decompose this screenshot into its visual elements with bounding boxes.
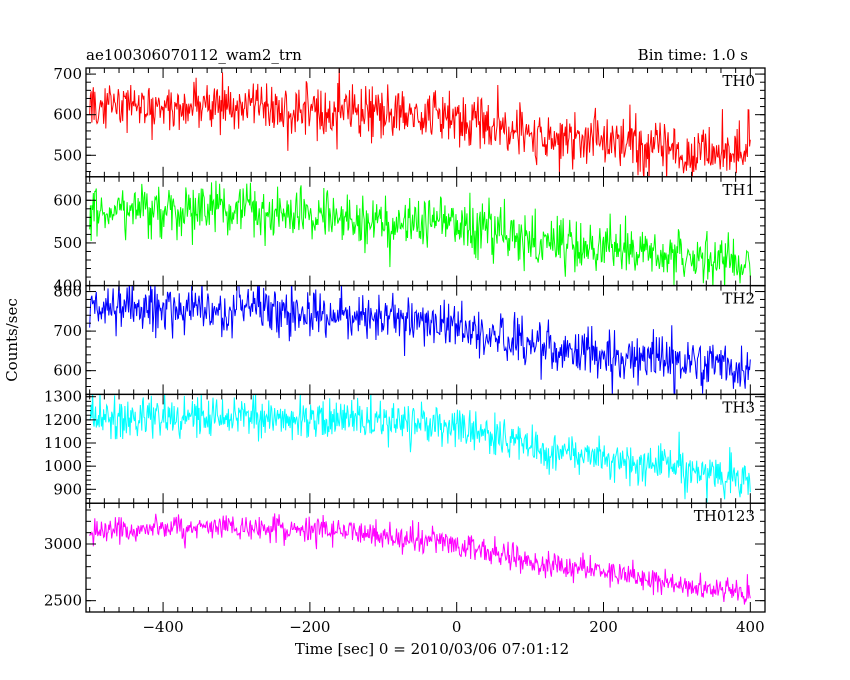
x-tick-label: 0 bbox=[452, 618, 462, 636]
panel-th3: 900 1000 1100 1200 1300 TH3 bbox=[44, 388, 766, 504]
panels-group: 500 600 700 TH0 400 500 600 TH1 600 700 800 TH2 900 1… bbox=[44, 65, 766, 636]
x-axis-label: Time [sec] 0 = 2010/03/06 07:01:12 bbox=[295, 640, 569, 658]
panel-th2: 600 700 800 TH2 bbox=[53, 283, 766, 396]
series-line-th0123 bbox=[89, 513, 751, 605]
y-tick-label: 600 bbox=[53, 106, 82, 124]
chart-title: ae100306070112_wam2_trn bbox=[86, 46, 302, 64]
panel-th1: 400 500 600 TH1 bbox=[53, 176, 766, 295]
y-tick-label: 700 bbox=[53, 65, 82, 83]
y-tick-label: 500 bbox=[53, 234, 82, 252]
bin-time-label: Bin time: 1.0 s bbox=[638, 46, 748, 64]
y-tick-label: 800 bbox=[53, 283, 82, 301]
y-axis-label: Counts/sec bbox=[3, 298, 21, 382]
y-tick-label: 1000 bbox=[44, 457, 82, 475]
panel-frame bbox=[85, 502, 766, 613]
series-line-th0 bbox=[89, 68, 751, 177]
x-tick-label: −200 bbox=[289, 618, 330, 636]
series-line-th3 bbox=[89, 394, 751, 503]
y-tick-label: 1100 bbox=[44, 434, 82, 452]
series-line-th2 bbox=[89, 285, 751, 395]
y-tick-label: 600 bbox=[53, 191, 82, 209]
panel-label-th0: TH0 bbox=[722, 72, 755, 90]
panel-label-th2: TH2 bbox=[722, 290, 755, 308]
y-tick-label: 900 bbox=[53, 480, 82, 498]
panel-label-th0123: TH0123 bbox=[694, 507, 755, 525]
panel-label-th3: TH3 bbox=[722, 398, 755, 416]
y-tick-label: 400 bbox=[53, 277, 82, 295]
x-tick-label: 400 bbox=[736, 618, 765, 636]
y-tick-label: 600 bbox=[53, 362, 82, 380]
y-tick-label: 1200 bbox=[44, 411, 82, 429]
y-tick-label: 2500 bbox=[44, 592, 82, 610]
panel-th0123: 2500 3000 TH0123 −400 −200 0 200 400 bbox=[44, 502, 766, 636]
y-tick-label: 700 bbox=[53, 322, 82, 340]
series-line-th1 bbox=[89, 180, 751, 286]
x-tick-label: −400 bbox=[142, 618, 183, 636]
y-tick-label: 1300 bbox=[44, 388, 82, 406]
y-tick-label: 3000 bbox=[44, 535, 82, 553]
panel-label-th1: TH1 bbox=[722, 181, 755, 199]
y-tick-label: 500 bbox=[53, 146, 82, 164]
panel-th0: 500 600 700 TH0 bbox=[53, 65, 766, 178]
x-tick-label: 200 bbox=[589, 618, 618, 636]
